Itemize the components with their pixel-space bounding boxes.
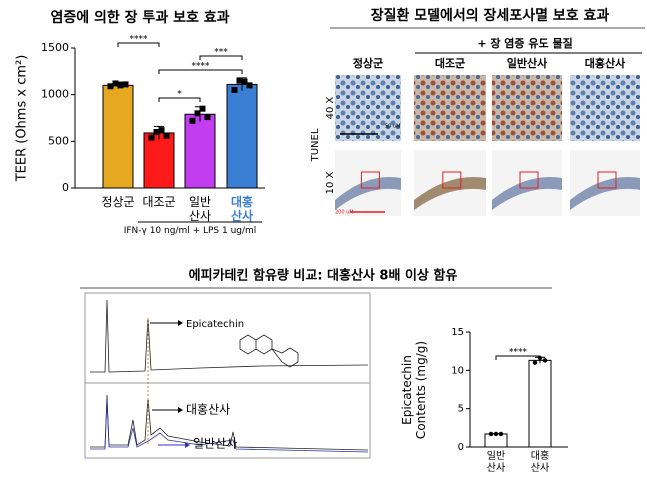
y-tick-label: 10 (451, 365, 464, 376)
data-point (498, 431, 504, 437)
column-label: 정상군 (352, 57, 384, 70)
x-tick-label: 일반 산사 (188, 195, 212, 223)
data-point (107, 83, 114, 90)
significance-label: **** (130, 35, 149, 45)
row-label: 10 X (325, 171, 336, 194)
data-point (532, 360, 538, 365)
data-point (148, 134, 155, 141)
y-tick-label: 500 (48, 134, 69, 147)
data-point (236, 77, 243, 84)
significance-bracket (158, 97, 201, 102)
bar (143, 132, 175, 189)
tissue-band (570, 176, 640, 210)
y-tick-label: 1500 (41, 41, 69, 54)
significance-label: *** (214, 48, 228, 58)
column-label: 대홍산사 (584, 57, 626, 70)
trace (90, 299, 369, 373)
y-axis-label: TEER (Ohms x cm²) (15, 55, 30, 183)
significance-label: **** (192, 62, 211, 72)
tissue-band (335, 176, 401, 210)
tissue-band (414, 176, 486, 210)
tissue-band (492, 176, 562, 210)
y-tick-label: 15 (451, 327, 464, 338)
highlight-box (597, 171, 617, 189)
y-tick-label: 0 (458, 442, 464, 453)
data-point (122, 81, 129, 88)
panel-title: 장질환 모델에서의 장세포사멸 보호 효과 (371, 7, 610, 24)
data-point (199, 105, 206, 112)
y-tick-label: 0 (62, 181, 69, 194)
bar (102, 84, 134, 189)
bar (528, 359, 552, 448)
y-tick-label: 5 (458, 404, 464, 415)
chromatogram-frame (84, 292, 371, 459)
data-point (204, 114, 211, 121)
column-label: 일반산사 (506, 57, 548, 70)
significance-bracket (199, 55, 243, 60)
trace-label: 대홍산사 (186, 403, 230, 417)
x-tick-label: 대홍 산사 (530, 451, 550, 474)
data-point (241, 78, 248, 85)
x-tick-label: 정상군 (101, 195, 135, 209)
significance-label: * (177, 90, 182, 100)
x-tick-label: 대홍 산사 (230, 195, 254, 223)
micrograph (492, 75, 562, 141)
peak-label: Epicatechin (186, 319, 244, 330)
arrowhead (178, 407, 183, 413)
stain-label: TUNEL (310, 128, 321, 162)
highlight-box (442, 171, 462, 189)
micrograph (335, 75, 401, 141)
y-axis-label: Epicatechin Contents (mg/g) (400, 340, 428, 440)
data-point (542, 358, 548, 363)
trace (90, 399, 369, 453)
y-tick-label: 1000 (41, 88, 69, 101)
data-point (117, 82, 124, 89)
trace-label: 일반산사 (193, 437, 237, 451)
scale-label: 50 uM (385, 124, 400, 130)
x-tick-label: 일반 산사 (486, 451, 506, 474)
micrograph (570, 75, 640, 141)
significance-label: **** (509, 348, 528, 358)
scale-label: 200 uM (335, 210, 354, 216)
row-label: 40 X (325, 96, 336, 119)
data-point (488, 431, 494, 437)
data-point (231, 87, 238, 93)
molecule-icon (239, 334, 299, 368)
highlight-box (360, 171, 380, 189)
bar (226, 83, 258, 189)
highlight-box (519, 171, 539, 189)
data-point (189, 117, 196, 124)
group-label: + 장 염증 유도 물질 (477, 36, 572, 50)
significance-bracket (158, 69, 243, 74)
significance-bracket (117, 42, 160, 47)
column-label: 대조군 (434, 57, 466, 70)
data-point (112, 80, 119, 87)
micrograph (414, 75, 486, 141)
chart-title: 염증에 의한 장 투과 보호 효과 (51, 9, 230, 26)
data-point (246, 82, 253, 89)
arrowhead (178, 320, 183, 326)
bar (184, 113, 216, 189)
section-title: 에피카테킨 함유량 비교: 대홍산사 8배 이상 함유 (189, 268, 458, 284)
significance-bracket (495, 355, 541, 360)
x-tick-label: 대조군 (142, 195, 176, 209)
data-point (153, 129, 160, 135)
data-point (158, 127, 165, 134)
note: IFN-γ 10 ng/ml + LPS 1 ug/ml (123, 226, 257, 236)
data-point (163, 132, 170, 139)
data-point (194, 110, 201, 117)
data-point (493, 431, 499, 437)
arrowhead (185, 442, 190, 448)
